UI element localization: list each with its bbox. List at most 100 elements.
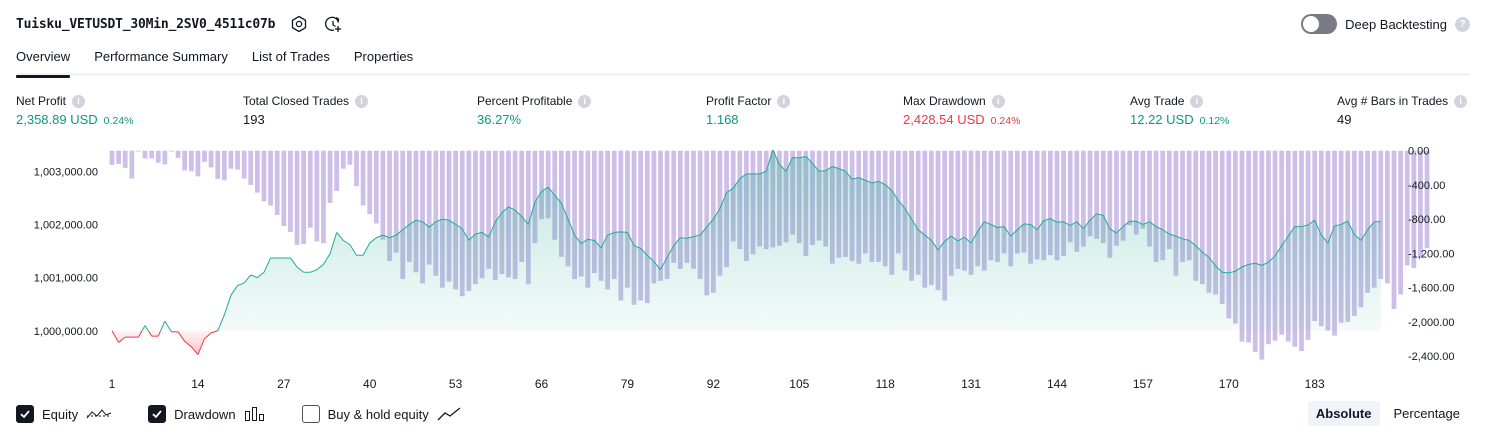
drawdown-bar [221, 150, 227, 181]
y-tick-label-left: 1,001,000.00 [34, 273, 98, 285]
drawdown-bar [1206, 150, 1212, 293]
max-drawdown-value: 2,428.54 USD [903, 112, 985, 127]
legend-drawdown[interactable]: Drawdown [148, 405, 265, 423]
drawdown-bar [1259, 150, 1265, 360]
x-tick-label: 170 [1219, 377, 1239, 391]
drawdown-checkbox[interactable] [148, 405, 167, 423]
drawdown-bar [327, 150, 333, 203]
tab-overview[interactable]: Overview [16, 44, 71, 78]
legend-equity[interactable]: Equity [16, 405, 112, 423]
source-code-icon[interactable] [323, 14, 343, 34]
x-tick-label: 53 [449, 377, 463, 391]
legend-equity-label: Equity [42, 406, 79, 422]
info-icon[interactable]: i [1454, 94, 1468, 108]
drawdown-bar [1272, 150, 1278, 341]
net-profit-pct: 0.24% [103, 115, 134, 127]
tab-list-of-trades[interactable]: List of Trades [251, 49, 330, 64]
drawdown-bar [1279, 150, 1285, 335]
help-icon[interactable]: ? [1455, 16, 1470, 32]
equity-drawdown-chart[interactable]: 1,003,000.00 1,002,000.00 1,001,000.00 1,00… [0, 140, 1486, 398]
drawdown-bar [697, 150, 703, 280]
drawdown-bar [155, 150, 161, 163]
info-icon[interactable]: i [355, 94, 369, 108]
drawdown-bar [545, 150, 551, 219]
drawdown-bar [1120, 150, 1126, 241]
percentage-button[interactable]: Percentage [1393, 406, 1461, 421]
metric-label: Max Drawdown [903, 94, 986, 108]
drawdown-bar [664, 150, 670, 280]
drawdown-bar [360, 150, 366, 206]
drawdown-bar [1100, 150, 1106, 244]
info-icon[interactable]: i [777, 94, 791, 108]
drawdown-bar [261, 150, 267, 202]
drawdown-bar [406, 150, 412, 262]
scale-mode-switch: Absolute Percentage [1307, 401, 1468, 426]
drawdown-bar [1266, 150, 1271, 345]
tab-properties[interactable]: Properties [353, 49, 414, 64]
drawdown-bar [1008, 150, 1014, 267]
drawdown-bar [1061, 150, 1066, 256]
drawdown-bar [975, 150, 981, 267]
drawdown-bar [1246, 150, 1251, 343]
drawdown-bar [929, 150, 934, 286]
drawdown-bar [208, 150, 214, 168]
drawdown-bar [1358, 150, 1364, 308]
drawdown-bar [618, 150, 624, 301]
info-icon[interactable]: i [578, 94, 592, 108]
x-tick-label: 79 [621, 377, 635, 391]
x-tick-label: 131 [961, 377, 981, 391]
x-tick-label: 14 [191, 377, 205, 391]
legend-buy-hold-label: Buy & hold equity [327, 406, 429, 422]
drawdown-bar [354, 150, 359, 187]
trend-line-icon [437, 407, 461, 421]
drawdown-bar [1047, 150, 1053, 256]
drawdown-bar [1239, 150, 1245, 342]
drawdown-bar [1199, 150, 1205, 285]
drawdown-bar [420, 150, 425, 284]
drawdown-bar [1424, 150, 1430, 249]
drawdown-bar [453, 150, 459, 290]
deep-backtesting-toggle[interactable] [1301, 14, 1338, 34]
buy-hold-checkbox[interactable] [301, 405, 320, 423]
equity-area-loss [112, 330, 218, 355]
x-tick-label: 1 [109, 377, 116, 391]
legend-buy-hold[interactable]: Buy & hold equity [301, 405, 461, 423]
y-tick-label-right: -800.00 [1408, 214, 1445, 226]
drawdown-bar [400, 150, 406, 280]
drawdown-bar [1351, 150, 1357, 316]
drawdown-bar [182, 150, 188, 171]
drawdown-bar [446, 150, 452, 282]
drawdown-bar [955, 150, 961, 269]
drawdown-bar [532, 150, 538, 244]
metric-label: Total Closed Trades [243, 94, 350, 108]
info-icon[interactable]: i [72, 94, 86, 108]
metric-percent-profitable: Percent Profitable i 36.27% [477, 94, 592, 127]
drawdown-bar [162, 150, 168, 165]
drawdown-bar [1233, 150, 1238, 324]
metric-profit-factor: Profit Factor i 1.168 [706, 94, 791, 127]
drawdown-bar [380, 150, 386, 240]
metric-label: Avg # Bars in Trades [1337, 94, 1449, 108]
equity-line-loss [111, 330, 218, 356]
absolute-button[interactable]: Absolute [1307, 401, 1380, 426]
info-icon[interactable]: i [1190, 94, 1204, 108]
drawdown-bar [658, 150, 663, 281]
drawdown-bar [677, 150, 683, 269]
settings-icon[interactable] [289, 14, 309, 34]
header: Tuisku_VETUSDT_30Min_2SV0_4511c07b [16, 12, 343, 36]
drawdown-bar [605, 150, 610, 290]
drawdown-bar [334, 150, 340, 191]
drawdown-bar [915, 150, 921, 275]
y-tick-label-right: -2,400.00 [1408, 351, 1454, 363]
info-icon[interactable]: i [991, 94, 1005, 108]
drawdown-bar [1186, 150, 1192, 261]
percent-profitable-value: 36.27% [477, 112, 522, 127]
max-drawdown-pct: 0.24% [990, 115, 1021, 127]
drawdown-bar [942, 150, 948, 301]
drawdown-bar [671, 150, 677, 263]
y-tick-label-left: 1,002,000.00 [34, 219, 98, 231]
drawdown-bar [592, 150, 597, 274]
drawdown-bar [1166, 150, 1172, 250]
tab-performance-summary[interactable]: Performance Summary [94, 49, 228, 64]
equity-checkbox[interactable] [16, 405, 34, 423]
